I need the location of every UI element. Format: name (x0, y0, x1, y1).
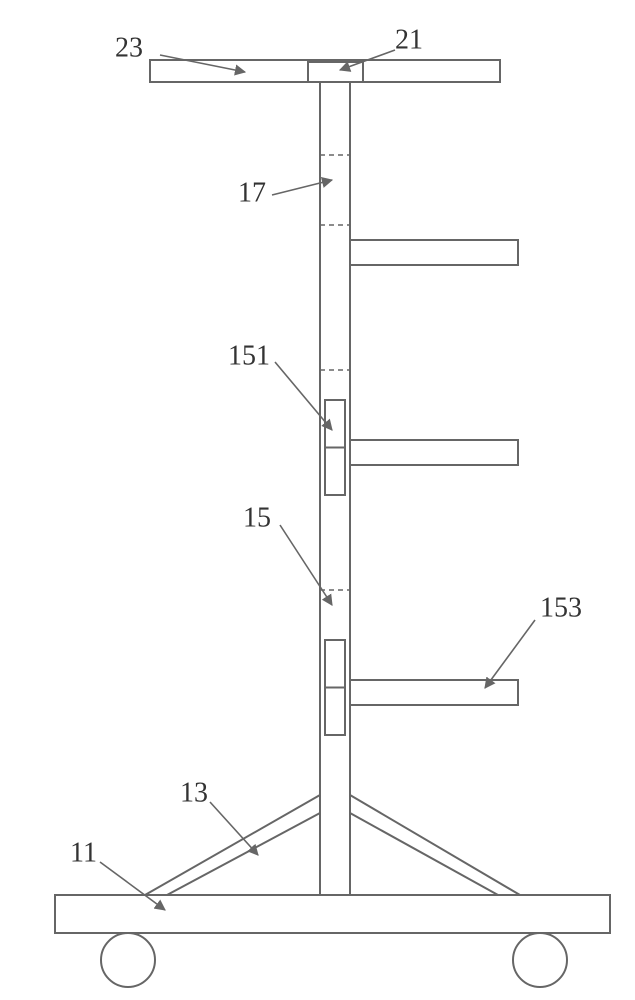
leader-153 (485, 620, 535, 688)
base-plate (55, 895, 610, 933)
label-17: 17 (238, 177, 266, 208)
arm-2 (350, 440, 518, 465)
arm-3 (350, 680, 518, 705)
label-151: 151 (228, 340, 270, 371)
label-21: 21 (395, 24, 423, 55)
label-15: 15 (243, 502, 271, 533)
label-11: 11 (70, 837, 97, 868)
arm-1 (350, 240, 518, 265)
wheel-left (101, 933, 155, 987)
leader-13 (210, 802, 258, 855)
leader-17 (272, 180, 332, 195)
label-23: 23 (115, 32, 143, 63)
diagram-canvas: 23 21 17 151 15 153 13 11 (0, 0, 635, 1000)
leader-15 (280, 525, 332, 605)
label-153: 153 (540, 592, 582, 623)
brace-right-inner (350, 813, 498, 895)
leader-23 (160, 55, 245, 72)
brace-left (145, 795, 320, 895)
brace-left-inner (167, 813, 320, 895)
wheel-right (513, 933, 567, 987)
leader-11 (100, 862, 165, 910)
leader-151 (275, 362, 332, 430)
brace-right (350, 795, 520, 895)
label-13: 13 (180, 777, 208, 808)
